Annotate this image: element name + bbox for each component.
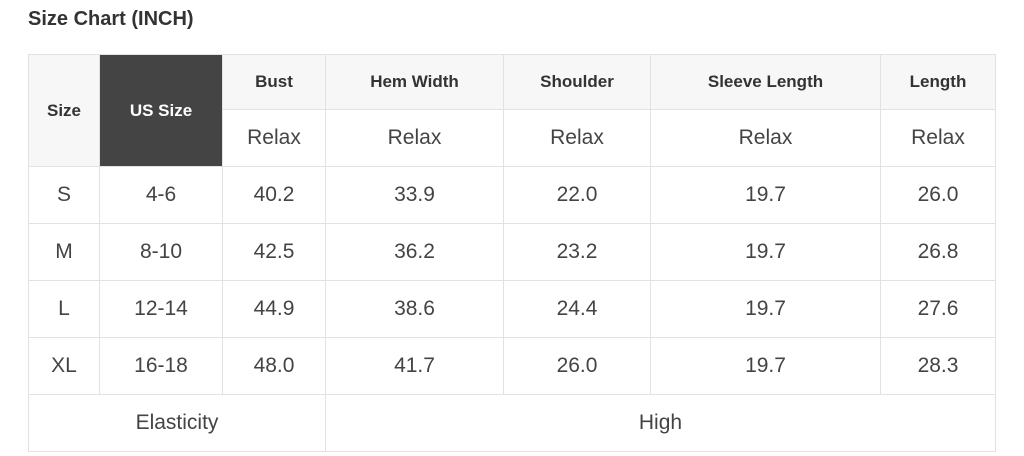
header-length: Length xyxy=(880,54,996,110)
table-cell: 33.9 xyxy=(325,166,504,224)
header-bust: Bust xyxy=(222,54,326,110)
fit-row: Relax Relax Relax Relax Relax xyxy=(29,109,996,167)
header-sleeve-length: Sleeve Length xyxy=(650,54,881,110)
table-cell: 19.7 xyxy=(650,223,881,281)
table-row: L 12-14 44.9 38.6 24.4 19.7 27.6 xyxy=(28,280,996,338)
table-cell: 26.8 xyxy=(880,223,996,281)
table-cell: 24.4 xyxy=(503,280,651,338)
table-cell: 38.6 xyxy=(325,280,504,338)
table-cell: 26.0 xyxy=(880,166,996,224)
footer-row: Elasticity High xyxy=(28,394,996,452)
table-cell: 19.7 xyxy=(650,166,881,224)
table-cell: 22.0 xyxy=(503,166,651,224)
size-chart-table: Size US Size Bust Hem Width Shoulder Sle… xyxy=(28,54,996,452)
header-us-size: US Size xyxy=(99,54,223,167)
fit-cell: Relax xyxy=(503,109,651,167)
table-cell: 41.7 xyxy=(325,337,504,395)
fit-cell: Relax xyxy=(325,109,504,167)
table-cell: 28.3 xyxy=(880,337,996,395)
table-cell: 8-10 xyxy=(99,223,223,281)
header-hem-width: Hem Width xyxy=(325,54,504,110)
table-cell: 23.2 xyxy=(503,223,651,281)
table-row: S 4-6 40.2 33.9 22.0 19.7 26.0 xyxy=(28,166,996,224)
page-title: Size Chart (INCH) xyxy=(28,8,194,30)
elasticity-value: High xyxy=(325,394,996,452)
table-cell: 48.0 xyxy=(222,337,326,395)
table-cell: 4-6 xyxy=(99,166,223,224)
fit-cell: Relax xyxy=(880,109,996,167)
table-cell: S xyxy=(28,166,100,224)
table-cell: 26.0 xyxy=(503,337,651,395)
table-row: XL 16-18 48.0 41.7 26.0 19.7 28.3 xyxy=(28,337,996,395)
table-cell: 27.6 xyxy=(880,280,996,338)
table-cell: M xyxy=(28,223,100,281)
table-cell: 40.2 xyxy=(222,166,326,224)
table-cell: 36.2 xyxy=(325,223,504,281)
table-cell: 16-18 xyxy=(99,337,223,395)
table-cell: 12-14 xyxy=(99,280,223,338)
header-shoulder: Shoulder xyxy=(503,54,651,110)
header-size: Size xyxy=(28,54,100,167)
table-cell: 19.7 xyxy=(650,337,881,395)
table-cell: 19.7 xyxy=(650,280,881,338)
table-cell: 42.5 xyxy=(222,223,326,281)
fit-cell: Relax xyxy=(222,109,326,167)
elasticity-label: Elasticity xyxy=(28,394,326,452)
header-row: Size US Size Bust Hem Width Shoulder Sle… xyxy=(28,54,996,167)
table-row: M 8-10 42.5 36.2 23.2 19.7 26.8 xyxy=(28,223,996,281)
fit-cell: Relax xyxy=(650,109,881,167)
table-cell: XL xyxy=(28,337,100,395)
table-cell: 44.9 xyxy=(222,280,326,338)
table-cell: L xyxy=(28,280,100,338)
